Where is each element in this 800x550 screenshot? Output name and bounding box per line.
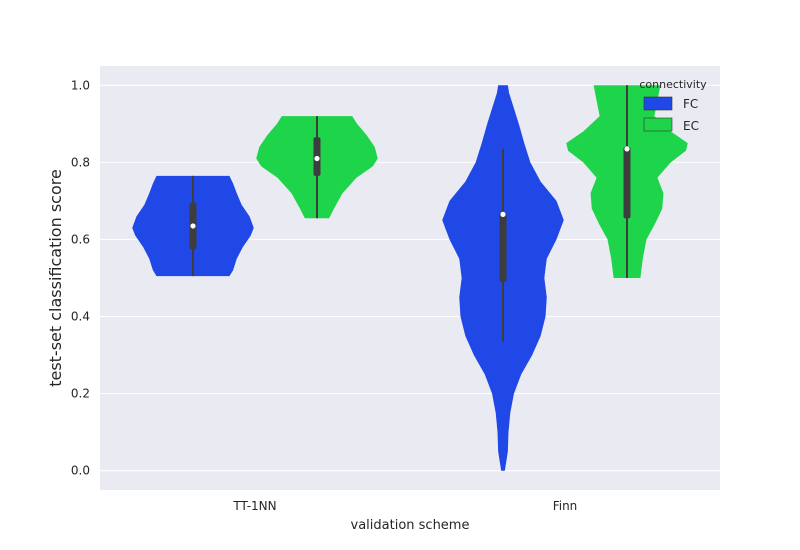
- violin-iqr-box: [499, 212, 507, 282]
- y-tick-label: 0.4: [71, 310, 90, 324]
- violin-median-point: [500, 211, 506, 217]
- y-tick-label: 1.0: [71, 78, 90, 92]
- y-tick-labels: 0.0 0.2 0.4 0.6 0.8 1.0: [71, 78, 90, 477]
- legend-label-fc: FC: [683, 97, 698, 111]
- y-tick-label: 0.2: [71, 387, 90, 401]
- x-tick-label: Finn: [553, 499, 578, 513]
- x-tick-label: TT-1NN: [232, 499, 276, 513]
- x-axis-title: validation scheme: [351, 518, 470, 533]
- violin-iqr-box: [623, 146, 631, 219]
- legend-title: connectivity: [639, 78, 707, 91]
- y-axis-title: test-set classification score: [46, 169, 65, 387]
- y-tick-label: 0.8: [71, 155, 90, 169]
- violin-median-point: [314, 155, 320, 162]
- y-tick-label: 0.6: [71, 232, 90, 246]
- legend-label-ec: EC: [683, 119, 699, 133]
- y-tick-label: 0.0: [71, 464, 90, 478]
- inner-boxes: [189, 85, 631, 342]
- legend-swatch-fc: [643, 96, 673, 111]
- legend-swatch-ec: [643, 117, 673, 132]
- violin-median-point: [624, 146, 630, 152]
- legend: connectivity FC EC: [639, 78, 707, 133]
- violin-median-point: [190, 223, 196, 229]
- x-tick-labels: TT-1NN Finn: [232, 499, 577, 513]
